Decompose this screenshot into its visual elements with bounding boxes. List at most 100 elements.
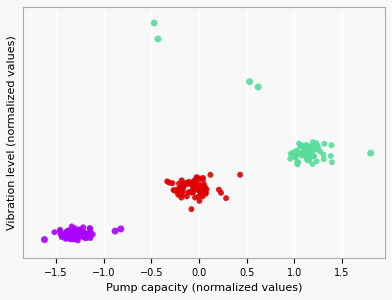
Point xyxy=(179,178,185,183)
Point xyxy=(188,190,194,195)
Point xyxy=(288,152,294,156)
Point xyxy=(81,235,87,240)
Point xyxy=(305,158,311,163)
Point xyxy=(299,143,305,148)
Point xyxy=(203,191,209,196)
Point xyxy=(188,207,194,212)
Point xyxy=(41,237,47,242)
Point xyxy=(73,234,79,239)
Point xyxy=(87,226,93,231)
Point xyxy=(59,235,65,240)
Point xyxy=(79,231,85,236)
Point xyxy=(307,145,314,149)
Point xyxy=(194,183,200,188)
Point xyxy=(169,181,176,186)
Point xyxy=(62,236,69,241)
Point xyxy=(315,147,321,152)
Point xyxy=(76,233,83,238)
Point xyxy=(180,189,186,194)
Point xyxy=(304,147,310,152)
Point xyxy=(309,162,316,167)
Point xyxy=(180,186,186,191)
Point xyxy=(196,176,202,181)
Point xyxy=(74,235,81,239)
Point xyxy=(118,226,124,231)
Point xyxy=(186,179,192,184)
Point xyxy=(196,199,203,203)
Point xyxy=(255,85,261,89)
Point xyxy=(64,232,70,237)
Point xyxy=(179,193,185,197)
Point xyxy=(180,185,187,190)
Point xyxy=(197,189,203,194)
Point xyxy=(59,232,65,237)
Point xyxy=(180,182,187,187)
Point xyxy=(166,180,172,185)
Point xyxy=(300,150,307,155)
Point xyxy=(295,150,301,155)
Point xyxy=(179,189,185,194)
Point xyxy=(71,237,77,242)
Point xyxy=(86,231,93,236)
Point xyxy=(178,195,185,200)
Point xyxy=(294,151,301,156)
Point xyxy=(174,189,180,194)
Point xyxy=(302,144,308,149)
Point xyxy=(190,190,196,194)
Point xyxy=(237,172,243,177)
Point xyxy=(200,176,206,180)
Point xyxy=(73,229,79,234)
Point xyxy=(74,231,81,236)
Point xyxy=(328,154,334,158)
Point xyxy=(306,158,312,163)
Point xyxy=(175,192,181,197)
Point xyxy=(72,231,78,236)
Point xyxy=(197,184,203,189)
Point xyxy=(72,226,78,231)
Point xyxy=(77,232,83,236)
Point xyxy=(65,228,71,233)
Point xyxy=(292,155,298,160)
Point xyxy=(73,230,80,235)
Point xyxy=(300,143,306,148)
Point xyxy=(196,194,202,199)
Point xyxy=(303,142,310,147)
Point xyxy=(70,237,76,242)
Point xyxy=(64,236,71,241)
Point xyxy=(81,231,87,236)
Point xyxy=(218,190,224,195)
Point xyxy=(196,188,202,193)
Point xyxy=(68,231,74,236)
Point xyxy=(194,177,200,182)
Point xyxy=(87,229,94,234)
Point xyxy=(90,232,96,237)
Point xyxy=(78,233,84,238)
Point xyxy=(83,235,89,240)
Point xyxy=(71,232,78,236)
Point xyxy=(296,141,302,146)
Point xyxy=(203,187,210,192)
Point xyxy=(368,151,374,156)
Point xyxy=(294,150,301,155)
Point xyxy=(67,234,73,239)
Point xyxy=(287,157,293,161)
Point xyxy=(155,37,161,41)
Point xyxy=(313,141,319,146)
Point xyxy=(72,230,78,235)
Point xyxy=(193,175,200,179)
Point xyxy=(69,232,75,237)
Point xyxy=(172,188,178,193)
Point xyxy=(80,234,87,239)
Point xyxy=(308,146,314,150)
Point xyxy=(77,231,83,236)
Point xyxy=(292,155,298,160)
Point xyxy=(77,234,83,239)
Point xyxy=(305,155,311,160)
Point xyxy=(190,186,196,191)
Point xyxy=(317,149,323,154)
Point xyxy=(305,145,311,150)
Point xyxy=(85,231,92,236)
Point xyxy=(73,231,80,236)
Point xyxy=(70,231,76,236)
Point xyxy=(164,179,171,184)
